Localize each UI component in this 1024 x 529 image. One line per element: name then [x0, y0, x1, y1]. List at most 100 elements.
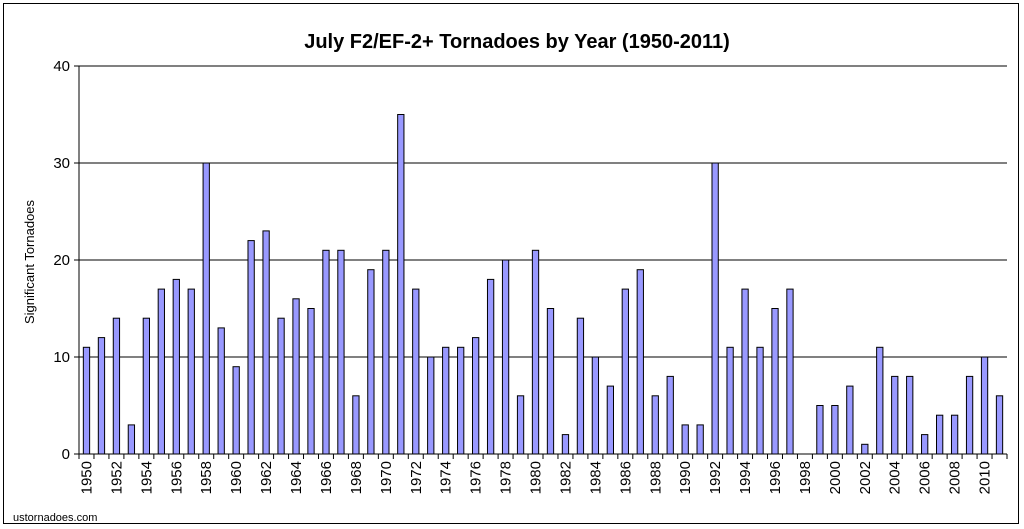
bar-1972	[412, 288, 420, 455]
y-tick-label: 10	[53, 349, 70, 366]
x-tick-label: 1992	[707, 461, 724, 494]
x-tick-label: 1974	[438, 461, 455, 494]
y-tick-label: 20	[53, 252, 70, 269]
bar-1983	[576, 317, 585, 455]
source-credit: ustornadoes.com	[13, 512, 97, 524]
bar-1993	[726, 346, 734, 455]
x-tick-label: 1986	[617, 461, 634, 494]
bar-2006	[921, 434, 929, 455]
y-tick-label: 40	[53, 58, 70, 75]
chart-svg: July F2/EF-2+ Tornadoes by Year (1950-20…	[13, 31, 1008, 524]
y-axis-title: Significant Tornadoes	[22, 199, 37, 324]
x-tick-labels: 1950 1952 1954 1956 1958 1960 1962 1964 1966 1968…	[78, 461, 993, 494]
x-tick-label: 1976	[468, 461, 485, 494]
bar-2009	[965, 375, 974, 455]
bar-1990	[681, 424, 689, 455]
bar-1975	[457, 346, 465, 455]
x-tick-label: 1980	[528, 461, 545, 494]
bar-2010	[980, 356, 989, 455]
bar-1997	[786, 288, 794, 455]
x-tick-label: 1998	[797, 461, 814, 494]
x-tick-label: 1996	[767, 461, 784, 494]
bar-2011	[995, 395, 1004, 455]
x-tick-label: 1958	[198, 461, 215, 494]
x-tick-label: 1988	[647, 461, 664, 494]
bar-1960	[232, 366, 240, 455]
bar-1980	[531, 249, 540, 455]
bar-1978	[501, 259, 510, 455]
bar-1950	[82, 346, 91, 455]
bar-1974	[442, 346, 450, 455]
bar-1964	[292, 298, 300, 455]
x-tick-label: 1966	[318, 461, 335, 494]
grid-lines	[79, 65, 1007, 358]
bar-1977	[486, 278, 495, 455]
bar-1995	[756, 346, 764, 455]
x-tick-label: 2008	[947, 461, 964, 494]
bar-1984	[591, 356, 600, 455]
x-tick-label: 1956	[168, 461, 185, 494]
bar-1956	[172, 278, 180, 455]
x-tick-label: 1964	[288, 461, 305, 494]
bar-1967	[337, 249, 345, 455]
bar-2001	[846, 385, 854, 455]
x-tick-label: 1962	[258, 461, 275, 494]
y-tick-labels: 0 10 20 30 40	[53, 58, 70, 463]
bar-1959	[217, 327, 225, 455]
bar-1992	[711, 162, 719, 455]
bar-1981	[546, 308, 555, 455]
x-tick-label: 2010	[977, 461, 994, 494]
bar-2003	[876, 346, 884, 455]
x-tick-label: 1990	[677, 461, 694, 494]
bar-1976	[472, 337, 480, 455]
bars	[82, 114, 1004, 455]
bar-1985	[606, 385, 615, 455]
y-tick-label: 0	[62, 446, 70, 463]
x-tick-label: 1994	[737, 461, 754, 494]
bar-1971	[397, 114, 405, 455]
bar-1962	[262, 230, 270, 455]
x-tick-label: 1952	[108, 461, 125, 494]
x-tick-label: 1984	[587, 461, 604, 494]
x-tick-label: 2002	[857, 461, 874, 494]
bar-1966	[322, 249, 330, 455]
x-tick-label: 1972	[408, 461, 425, 494]
bar-2000	[831, 405, 839, 455]
bar-1961	[247, 240, 255, 455]
bar-1991	[696, 424, 704, 455]
bar-1999	[816, 405, 824, 455]
bar-2005	[906, 375, 914, 455]
bar-1955	[157, 288, 165, 455]
bar-1954	[142, 317, 151, 455]
x-tick-label: 2006	[917, 461, 934, 494]
bar-2007	[936, 414, 944, 455]
bar-1988	[651, 395, 659, 455]
bar-1994	[741, 288, 749, 455]
chart-frame: July F2/EF-2+ Tornadoes by Year (1950-20…	[3, 3, 1019, 524]
bar-1987	[636, 269, 644, 455]
bar-1970	[382, 249, 390, 455]
axes	[74, 65, 1008, 459]
bar-1952	[112, 317, 121, 455]
y-tick-label: 30	[53, 155, 70, 172]
bar-1953	[127, 424, 136, 455]
x-tick-label: 1954	[138, 461, 155, 494]
bar-1965	[307, 308, 315, 455]
bar-2008	[950, 414, 959, 455]
bar-1986	[621, 288, 629, 455]
bar-1979	[516, 395, 525, 455]
bar-1951	[97, 337, 106, 455]
bar-1957	[187, 288, 195, 455]
bar-1973	[427, 356, 435, 455]
bar-2002	[861, 443, 869, 455]
x-tick-label: 1978	[498, 461, 515, 494]
x-tick-label: 1950	[78, 461, 95, 494]
bar-1989	[666, 375, 674, 455]
x-tick-label: 2004	[887, 461, 904, 494]
bar-1982	[561, 434, 570, 455]
x-tick-label: 1960	[228, 461, 245, 494]
x-tick-label: 1968	[348, 461, 365, 494]
x-tick-label: 2000	[827, 461, 844, 494]
x-tick-label: 1982	[557, 461, 574, 494]
bar-1958	[202, 162, 210, 455]
